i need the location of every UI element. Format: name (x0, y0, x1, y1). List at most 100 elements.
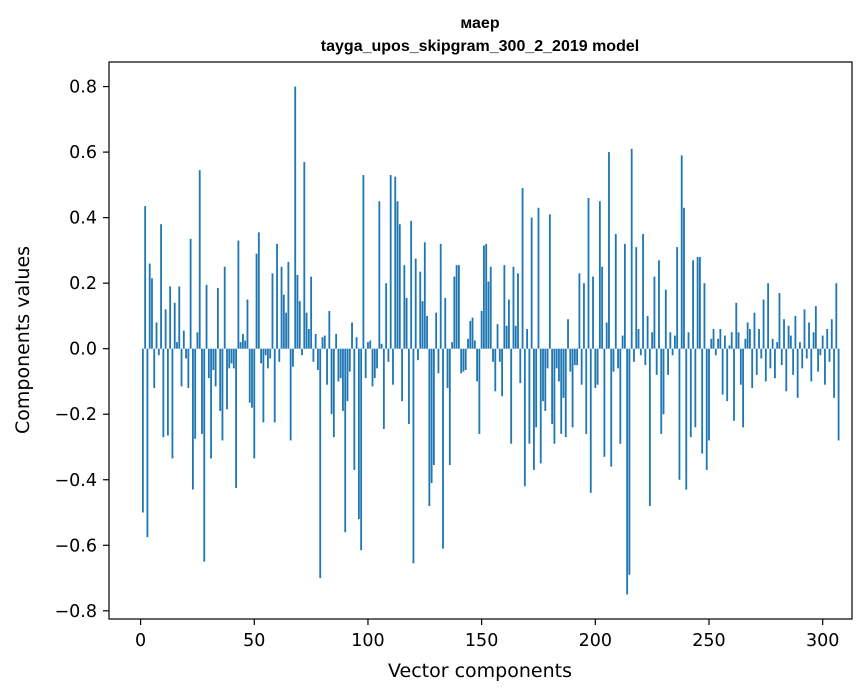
y-tick-label: −0.2 (55, 405, 98, 425)
bar (646, 315, 649, 349)
bar (592, 276, 594, 349)
bar (289, 348, 292, 441)
bar (696, 256, 699, 349)
bar (660, 348, 663, 434)
bar (273, 348, 276, 423)
bar (544, 348, 547, 411)
bar (487, 281, 490, 349)
bar (189, 238, 192, 349)
bar (530, 217, 533, 349)
bar (382, 348, 385, 429)
bar (403, 265, 406, 349)
bar (226, 348, 228, 410)
bar (719, 329, 722, 349)
bar (751, 348, 754, 389)
bar (758, 329, 760, 349)
bar (721, 348, 724, 395)
bar (469, 320, 472, 349)
x-tick-label: 300 (806, 631, 839, 651)
bar (396, 201, 399, 349)
x-tick-label: 50 (243, 631, 265, 651)
bar (571, 348, 574, 428)
x-axis-label: Vector components (388, 660, 572, 682)
bar (387, 348, 390, 362)
bar (687, 332, 690, 349)
y-tick-label: 0.2 (69, 274, 97, 294)
bar (508, 299, 510, 349)
y-tick-label: 0.8 (69, 78, 97, 98)
bar (360, 348, 363, 551)
bar (546, 348, 549, 369)
bar (605, 322, 608, 349)
bar (330, 348, 333, 415)
bar (435, 312, 438, 349)
x-axis: 0 50 100 150 200 250 300 (135, 619, 839, 651)
bar (505, 325, 508, 349)
bar (182, 330, 185, 349)
bar (776, 342, 779, 349)
bar (648, 348, 651, 506)
bar (742, 348, 745, 428)
bar (553, 348, 556, 444)
bar (389, 175, 392, 349)
bar (430, 348, 433, 484)
bar (169, 286, 172, 349)
bar (685, 348, 688, 490)
bar (762, 299, 765, 349)
bar (207, 348, 210, 379)
bar (578, 273, 581, 349)
bar (473, 340, 476, 349)
bar (219, 348, 222, 411)
bar (239, 342, 242, 349)
bar (658, 260, 660, 349)
bar (614, 234, 617, 349)
bar (442, 348, 444, 549)
bar (514, 325, 517, 349)
bar (364, 348, 367, 379)
bar (542, 348, 544, 402)
y-tick-label: −0.8 (55, 602, 98, 622)
bar (242, 333, 244, 349)
bar (412, 348, 415, 564)
bar (221, 348, 224, 441)
bar (617, 348, 619, 369)
bar (294, 86, 297, 349)
bar (255, 253, 258, 349)
bar (655, 348, 658, 375)
y-tick-label: 0.6 (69, 143, 97, 163)
bar (378, 201, 381, 349)
bar (198, 170, 201, 349)
bar (335, 333, 338, 349)
bar (423, 242, 426, 349)
bar (269, 348, 272, 359)
bar (837, 348, 840, 441)
bar (392, 348, 394, 385)
bar (780, 348, 783, 366)
y-tick-label: 0.0 (69, 340, 97, 360)
bar (237, 240, 240, 349)
y-axis-label: Components values (12, 246, 34, 434)
bar (362, 175, 365, 349)
bar (494, 348, 497, 392)
bar (164, 309, 167, 349)
bar (432, 348, 435, 465)
bar (460, 348, 463, 374)
bar (301, 348, 303, 356)
bar (253, 348, 256, 459)
bar (369, 340, 372, 349)
bar (326, 348, 328, 385)
bar (598, 201, 601, 349)
x-tick-label: 250 (692, 631, 725, 651)
bar (639, 348, 642, 356)
bar (667, 348, 669, 375)
bar (228, 348, 231, 369)
bar (535, 348, 538, 428)
bar (180, 348, 183, 387)
bar (717, 338, 719, 349)
bar (314, 333, 317, 349)
bar (262, 348, 265, 423)
bar (437, 348, 440, 374)
bar (367, 342, 369, 349)
bar (146, 348, 149, 538)
bar (551, 348, 554, 425)
